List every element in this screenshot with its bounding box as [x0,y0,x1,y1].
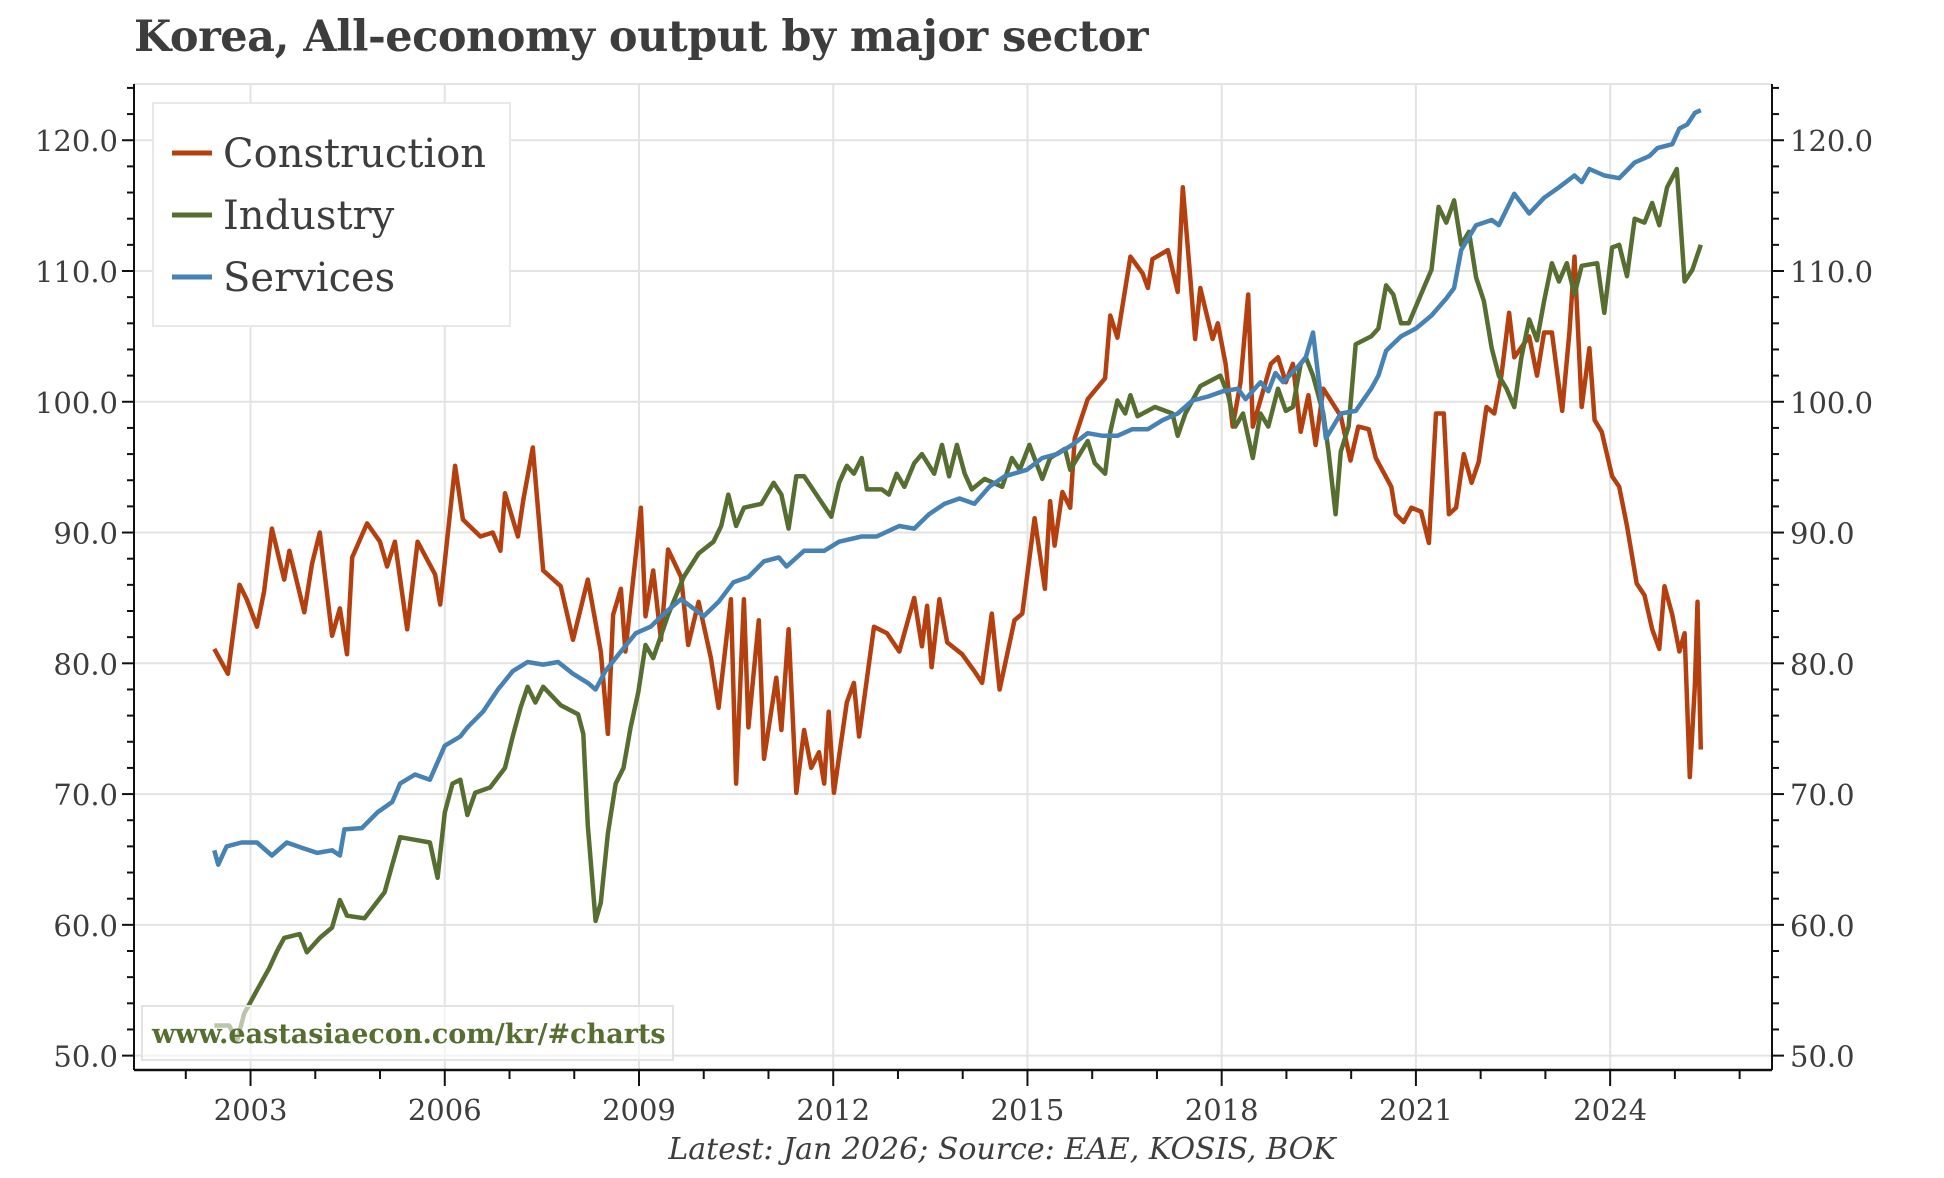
x-tick-label: 2009 [602,1093,676,1127]
y-tick-label-right: 50.0 [1790,1040,1855,1074]
x-tick-label: 2024 [1573,1093,1647,1127]
watermark-box [141,1005,674,1061]
chart-title: Korea, All-economy output by major secto… [134,12,1149,62]
y-tick-label-right: 70.0 [1790,778,1855,812]
x-tick-label: 2021 [1379,1093,1453,1127]
y-tick-label: 80.0 [53,647,118,681]
legend-box [152,102,511,327]
y-tick-label-right: 100.0 [1790,386,1873,420]
chart-footer-source: Latest: Jan 2026; Source: EAE, KOSIS, BO… [668,1132,1336,1167]
y-tick-label: 100.0 [35,386,118,420]
y-tick-label-right: 60.0 [1790,909,1855,943]
series-line-construction [212,185,1704,796]
y-tick-label: 70.0 [53,778,118,812]
y-tick-label: 110.0 [35,255,118,289]
legend-label-industry: Industry [223,193,395,239]
series-line-industry [214,166,1703,1044]
y-tick-label: 90.0 [53,517,118,551]
y-tick-label-right: 120.0 [1790,124,1873,158]
y-tick-label-right: 80.0 [1790,647,1855,681]
y-tick-label: 120.0 [35,124,118,158]
watermark-text: www.eastasiaecon.com/kr/#charts [151,1019,666,1050]
y-tick-label: 50.0 [53,1040,118,1074]
y-tick-label: 60.0 [53,909,118,943]
x-tick-label: 2003 [214,1093,288,1127]
legend-label-services: Services [223,255,395,301]
legend-label-construction: Construction [223,131,486,177]
y-tick-label-right: 110.0 [1790,255,1873,289]
x-tick-label: 2012 [796,1093,870,1127]
x-tick-label: 2015 [991,1093,1065,1127]
y-tick-label-right: 90.0 [1790,517,1855,551]
series-line-services [212,108,1702,867]
x-tick-label: 2006 [408,1093,482,1127]
x-tick-label: 2018 [1185,1093,1259,1127]
